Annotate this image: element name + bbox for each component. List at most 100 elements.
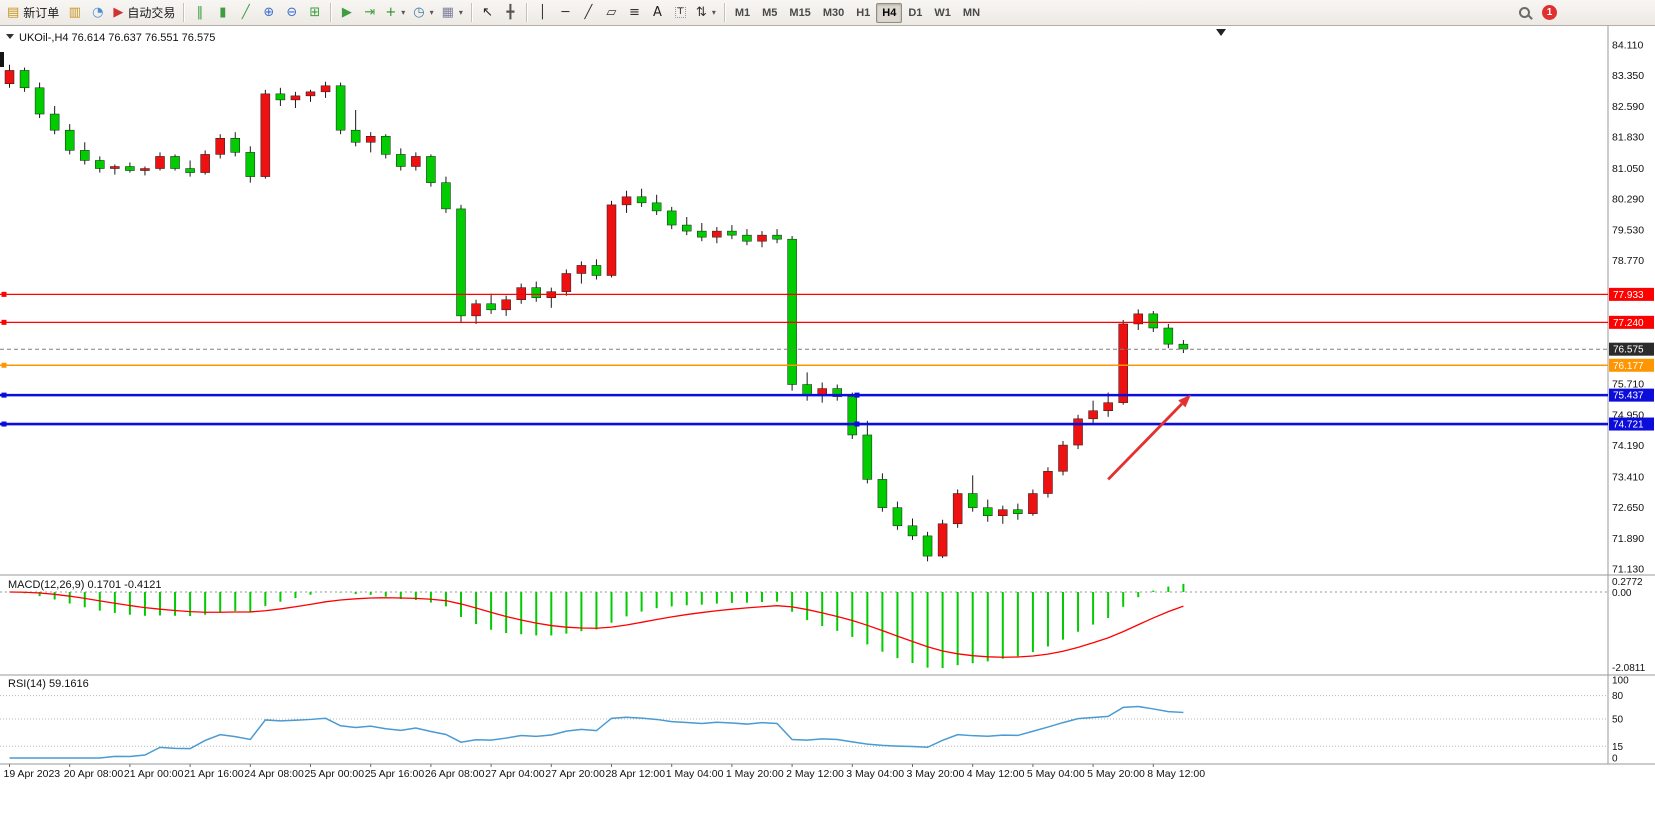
search-icon[interactable]: [1519, 7, 1530, 18]
pivot-line-axis-label: 76.177: [1609, 358, 1654, 372]
new-order-button[interactable]: ▤ 新订单: [3, 2, 63, 24]
macd-scale-label: -2.0811: [1612, 663, 1646, 674]
collapse-arrow-icon[interactable]: [6, 34, 14, 39]
bar-chart-icon: ‖: [196, 5, 204, 20]
line-handle[interactable]: [1, 421, 7, 427]
tf-h1-button[interactable]: H1: [850, 3, 876, 23]
panel-chrome: [0, 26, 1655, 765]
tf-h4-button[interactable]: H4: [876, 2, 903, 23]
auto-scroll-button[interactable]: ▶: [335, 2, 358, 24]
time-axis-label: 8 May 12:00: [1147, 768, 1205, 780]
chart-window: 84.110 83.350 82.590 81.830 81.050 80.290 79.5…: [0, 26, 1655, 829]
toolbar-separator: [723, 3, 725, 22]
time-axis-label: 1 May 20:00: [726, 768, 784, 780]
chart-shift-button[interactable]: ⇥: [358, 2, 381, 24]
price-axis-label: 79.530: [1612, 224, 1644, 236]
price-axis-label: 82.590: [1612, 101, 1644, 113]
tf-m5-button[interactable]: M5: [756, 3, 783, 23]
time-axis-label: 5 May 04:00: [1027, 768, 1085, 780]
price-axis-label: 71.890: [1612, 533, 1644, 545]
tf-m1-button-label: M1: [734, 6, 751, 19]
charts-stack-icon: ▥: [68, 5, 81, 20]
line-handle[interactable]: [1, 392, 7, 398]
time-axis-label: 2 May 12:00: [786, 768, 844, 780]
svg-text:74.721: 74.721: [1613, 420, 1644, 431]
pivot-line[interactable]: [0, 362, 1608, 368]
trendline-button[interactable]: ╱: [577, 2, 600, 24]
zoom-in-button[interactable]: ⊕: [257, 2, 280, 24]
line-handle[interactable]: [1, 362, 7, 368]
line-handle[interactable]: [854, 392, 860, 398]
price-axis-label: 74.190: [1612, 440, 1644, 452]
svg-text:77.933: 77.933: [1613, 290, 1644, 301]
resistance-line-1[interactable]: [0, 291, 1608, 297]
templates-button[interactable]: ▦ ▾: [438, 2, 467, 24]
support-line-2-axis-label: 74.721: [1609, 417, 1654, 431]
arrows-button[interactable]: ⇅ ▾: [692, 2, 720, 24]
time-axis-label: 28 Apr 12:00: [606, 768, 666, 780]
rsi-scale-label: 0: [1612, 754, 1618, 765]
time-axis-label: 3 May 04:00: [846, 768, 904, 780]
vertical-line-icon: │: [538, 5, 547, 20]
candlestick-chart-button[interactable]: ▮: [211, 2, 234, 24]
tf-m15-button[interactable]: M15: [783, 3, 816, 23]
tf-m30-button[interactable]: M30: [817, 3, 850, 23]
time-axis-label: 4 May 12:00: [967, 768, 1025, 780]
support-line-1[interactable]: [0, 392, 1608, 398]
cursor-button[interactable]: ↖: [476, 2, 499, 24]
tf-m1-button[interactable]: M1: [729, 3, 756, 23]
tf-h4-button-label: H4: [882, 6, 897, 19]
line-chart-icon: ╱: [241, 5, 250, 20]
macd-scale-label: 0.2772: [1612, 577, 1643, 588]
resistance-line-2[interactable]: [0, 319, 1608, 325]
candlestick-series: [4, 64, 1189, 562]
line-handle[interactable]: [1, 319, 7, 325]
tf-mn-button[interactable]: MN: [957, 3, 986, 23]
line-chart-button[interactable]: ╱: [234, 2, 257, 24]
toolbar-separator: [330, 3, 332, 22]
tf-d1-button[interactable]: D1: [902, 3, 928, 23]
resistance-line-2-axis-label: 77.240: [1609, 315, 1654, 329]
charts-stack-button[interactable]: ▥: [63, 2, 86, 24]
time-axis-label: 27 Apr 04:00: [485, 768, 545, 780]
clipped-candle: [0, 52, 4, 67]
horizontal-line-icon: ─: [561, 5, 570, 20]
equidistant-channel-button[interactable]: ▱: [600, 2, 623, 24]
tf-w1-button[interactable]: W1: [928, 3, 957, 23]
support-line-2[interactable]: [0, 421, 1608, 427]
text-label-button[interactable]: T: [669, 2, 692, 24]
chart-canvas[interactable]: 84.110 83.350 82.590 81.830 81.050 80.290 79.5…: [0, 26, 1655, 829]
text-label-icon: T: [674, 7, 687, 18]
vertical-line-button[interactable]: │: [531, 2, 554, 24]
community-icon: ◔: [92, 5, 104, 20]
time-axis-label: 5 May 20:00: [1087, 768, 1145, 780]
line-handle[interactable]: [854, 421, 860, 427]
macd-scale-label: 0.00: [1612, 588, 1632, 599]
tile-windows-icon: ⊞: [309, 5, 321, 20]
horizontal-line-button[interactable]: ─: [554, 2, 577, 24]
rsi-scale-label: 100: [1612, 676, 1629, 687]
arrows-icon: ⇅: [695, 5, 707, 20]
indicators-button[interactable]: + ▾: [381, 2, 409, 24]
chart-shift-marker[interactable]: [1216, 29, 1227, 36]
community-button[interactable]: ◔: [86, 2, 109, 24]
periods-button[interactable]: ◷ ▾: [409, 2, 437, 24]
text-button[interactable]: A: [646, 2, 669, 24]
auto-trading-button[interactable]: ▶ 自动交易: [109, 2, 179, 24]
price-axis-label: 83.350: [1612, 70, 1644, 82]
crosshair-button[interactable]: ╋: [499, 2, 522, 24]
notification-badge[interactable]: 1: [1542, 5, 1557, 20]
price-axis-label: 75.710: [1612, 379, 1644, 391]
toolbar-separator: [183, 3, 185, 22]
bar-chart-button[interactable]: ‖: [188, 2, 211, 24]
resistance-line-1-axis-label: 77.933: [1609, 287, 1654, 301]
price-axis: 84.110 83.350 82.590 81.830 81.050 80.290 79.5…: [1612, 40, 1644, 576]
toolbar-separator: [470, 3, 472, 22]
support-line-1-axis-label: 75.437: [1609, 388, 1654, 402]
macd-signal-line: [9, 591, 1184, 658]
line-handle[interactable]: [1, 291, 7, 297]
zoom-out-button[interactable]: ⊖: [280, 2, 303, 24]
fibonacci-button[interactable]: ≡: [623, 2, 646, 24]
tile-windows-button[interactable]: ⊞: [303, 2, 326, 24]
trend-arrow-annotation[interactable]: [1107, 394, 1191, 481]
